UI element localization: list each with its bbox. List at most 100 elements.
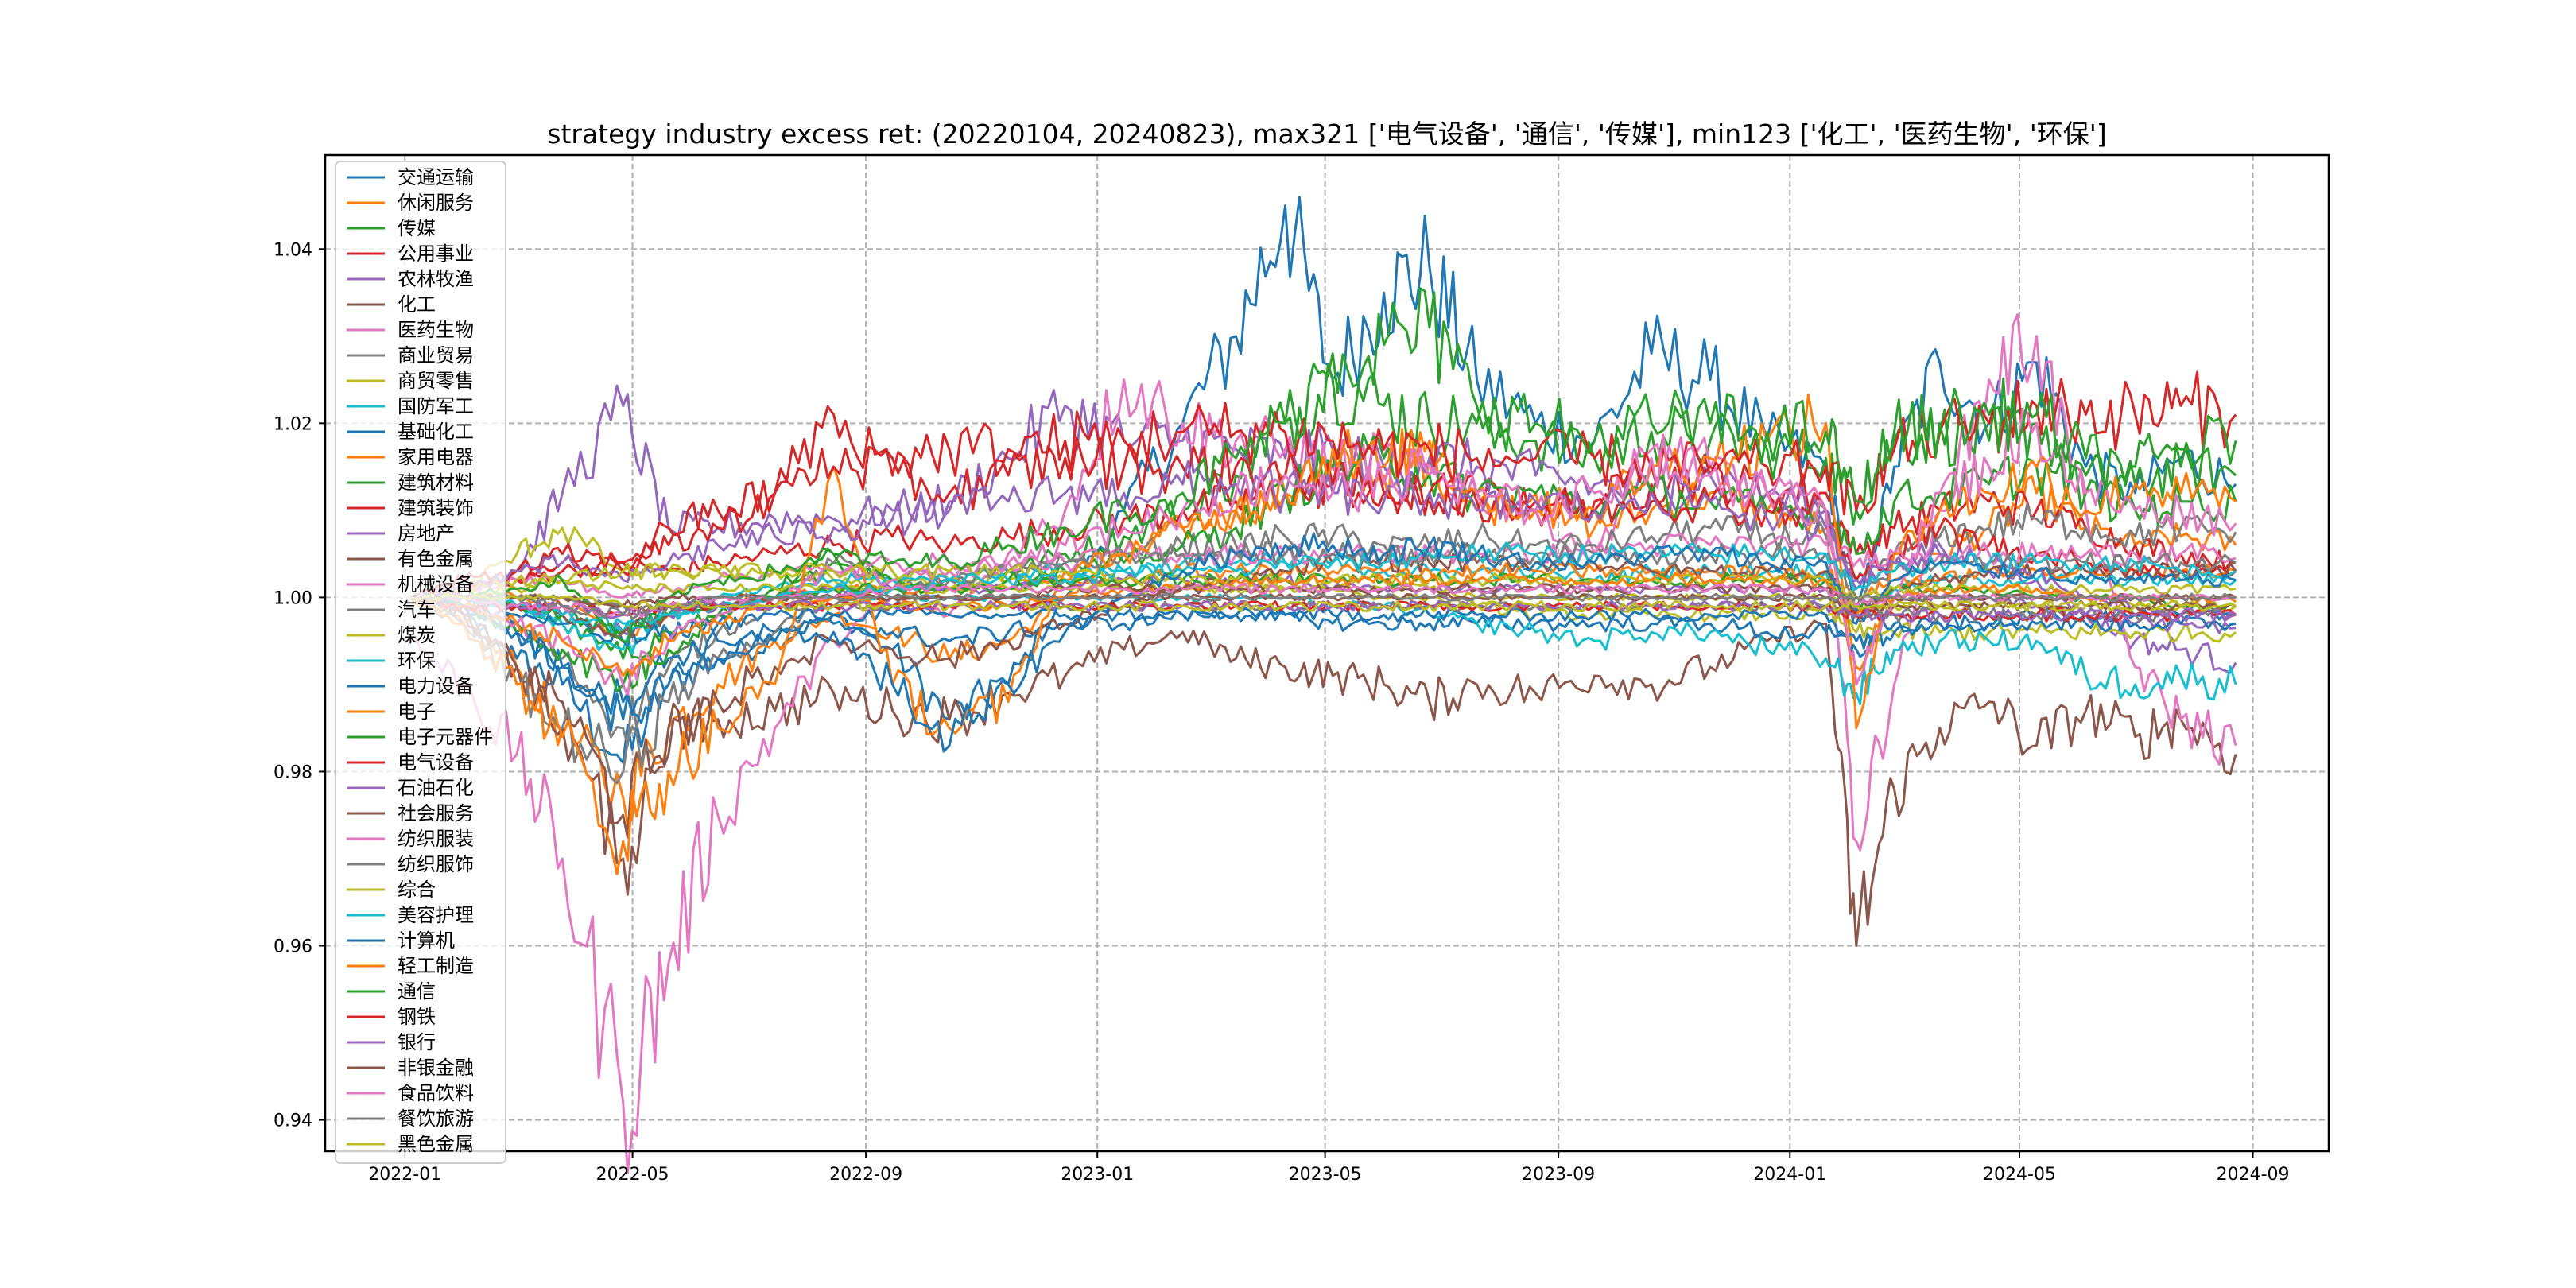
- legend-entry: 计算机: [347, 929, 455, 952]
- legend-entry: 美容护理: [347, 904, 474, 926]
- series-line-电子: [409, 394, 2237, 875]
- legend-label: 食品饮料: [398, 1082, 474, 1104]
- y-axis: 0.94 0.96 0.98 1.00 1.02 1.04: [274, 240, 325, 1131]
- x-tick-label: 2023-09: [1522, 1165, 1595, 1185]
- legend-label: 休闲服务: [398, 192, 474, 214]
- legend-label: 农林牧渔: [398, 268, 474, 290]
- x-tick-label: 2024-09: [2217, 1165, 2290, 1185]
- legend-entry: 非银金融: [347, 1057, 474, 1079]
- series-line-轻工制造: [409, 572, 2237, 677]
- series-line-传媒: [409, 363, 2237, 660]
- legend-label: 餐饮旅游: [398, 1108, 474, 1130]
- legend-label: 化工: [398, 293, 436, 316]
- legend-label: 建筑装饰: [398, 497, 474, 519]
- legend-label: 电子元器件: [398, 726, 493, 748]
- y-tick-label: 1.04: [274, 240, 312, 260]
- y-tick-label: 1.02: [274, 414, 312, 434]
- legend-label: 黑色金属: [398, 1133, 474, 1155]
- legend-entry: 环保: [347, 650, 436, 672]
- legend-label: 电子: [398, 700, 436, 723]
- legend-entry: 电子元器件: [347, 726, 493, 748]
- legend-entry: 餐饮旅游: [347, 1108, 474, 1130]
- legend-entry: 传媒: [347, 217, 436, 239]
- legend-entry: 社会服务: [347, 802, 474, 824]
- legend-entry: 电力设备: [347, 675, 474, 697]
- series-line-石油石化: [409, 460, 2237, 623]
- legend-entry: 钢铁: [347, 1006, 436, 1028]
- legend-label: 轻工制造: [398, 955, 474, 977]
- legend-entry: 纺织服饰: [347, 853, 474, 875]
- legend-entry: 基础化工: [347, 421, 474, 443]
- legend-entry: 商业贸易: [347, 344, 474, 367]
- legend-entry: 医药生物: [347, 319, 474, 341]
- legend-entry: 有色金属: [347, 548, 474, 570]
- legend-entry: 化工: [347, 293, 436, 316]
- legend-label: 有色金属: [398, 548, 474, 570]
- legend-entry: 交通运输: [347, 166, 474, 188]
- series-line-公用事业: [410, 454, 2237, 599]
- legend-entry: 机械设备: [347, 573, 474, 596]
- legend-label: 纺织服装: [398, 828, 474, 850]
- chart-title: strategy industry excess ret: (20220104,…: [547, 118, 2106, 149]
- legend-entry: 建筑材料: [347, 471, 474, 494]
- legend-label: 公用事业: [398, 242, 474, 265]
- legend-label: 商业贸易: [398, 344, 474, 367]
- legend-label: 电气设备: [398, 751, 474, 774]
- x-axis: 2022-01 2022-05 2022-09 2023-01 2023-05 2023-…: [368, 1151, 2290, 1185]
- legend-label: 传媒: [398, 217, 436, 239]
- legend-entry: 电子: [347, 700, 436, 723]
- legend-entry: 石油石化: [347, 777, 474, 799]
- series-line-通信: [410, 287, 2237, 644]
- series-line-汽车: [410, 541, 2237, 785]
- x-tick-label: 2022-05: [596, 1165, 669, 1185]
- legend-entry: 商贸零售: [347, 370, 474, 392]
- series-line-建筑装饰: [410, 405, 2237, 599]
- legend-label: 计算机: [398, 929, 455, 952]
- legend-entry: 公用事业: [347, 242, 474, 265]
- legend-box: [335, 161, 506, 1164]
- legend-entry: 家用电器: [347, 446, 474, 468]
- legend-label: 基础化工: [398, 421, 474, 443]
- x-tick-label: 2022-01: [368, 1165, 441, 1185]
- legend-entry: 休闲服务: [347, 192, 474, 214]
- legend-label: 美容护理: [398, 904, 474, 926]
- series-line-黑色金属: [409, 593, 2237, 613]
- legend-entry: 农林牧渔: [347, 268, 474, 290]
- legend-entry: 食品饮料: [347, 1082, 474, 1104]
- series-line-食品饮料: [409, 582, 2237, 619]
- x-tick-label: 2023-01: [1061, 1165, 1134, 1185]
- legend-entry: 房地产: [347, 522, 455, 545]
- x-tick-label: 2023-05: [1289, 1165, 1362, 1185]
- legend-label: 社会服务: [398, 802, 474, 824]
- legend-label: 综合: [398, 879, 436, 901]
- legend-entry: 黑色金属: [347, 1133, 474, 1155]
- series-line-基础化工: [410, 596, 2237, 716]
- legend: 交通运输休闲服务传媒公用事业农林牧渔化工医药生物商业贸易商贸零售国防军工基础化工…: [335, 161, 506, 1164]
- legend-entry: 电气设备: [347, 751, 474, 774]
- series-line-餐饮旅游: [409, 592, 2237, 620]
- legend-label: 机械设备: [398, 573, 474, 596]
- legend-label: 房地产: [398, 522, 455, 545]
- legend-label: 钢铁: [398, 1006, 436, 1028]
- legend-label: 电力设备: [398, 675, 474, 697]
- legend-label: 非银金融: [398, 1057, 474, 1079]
- y-tick-label: 0.96: [274, 937, 312, 957]
- x-tick-label: 2022-09: [829, 1165, 902, 1185]
- series-line-计算机: [409, 532, 2237, 753]
- legend-label: 国防军工: [398, 395, 474, 417]
- legend-label: 家用电器: [398, 446, 474, 468]
- series-line-纺织服装: [410, 409, 2237, 697]
- legend-label: 通信: [398, 980, 436, 1003]
- series-line-综合: [409, 561, 2237, 601]
- legend-entry: 煤炭: [347, 624, 436, 646]
- x-tick-label: 2024-05: [1983, 1165, 2056, 1185]
- legend-label: 银行: [398, 1031, 436, 1053]
- legend-label: 纺织服饰: [398, 853, 474, 875]
- y-tick-label: 1.00: [274, 588, 312, 608]
- y-tick-label: 0.98: [274, 762, 312, 782]
- legend-label: 建筑材料: [398, 471, 474, 494]
- plot-area: [409, 196, 2237, 1174]
- legend-label: 交通运输: [398, 166, 474, 188]
- legend-label: 石油石化: [398, 777, 474, 799]
